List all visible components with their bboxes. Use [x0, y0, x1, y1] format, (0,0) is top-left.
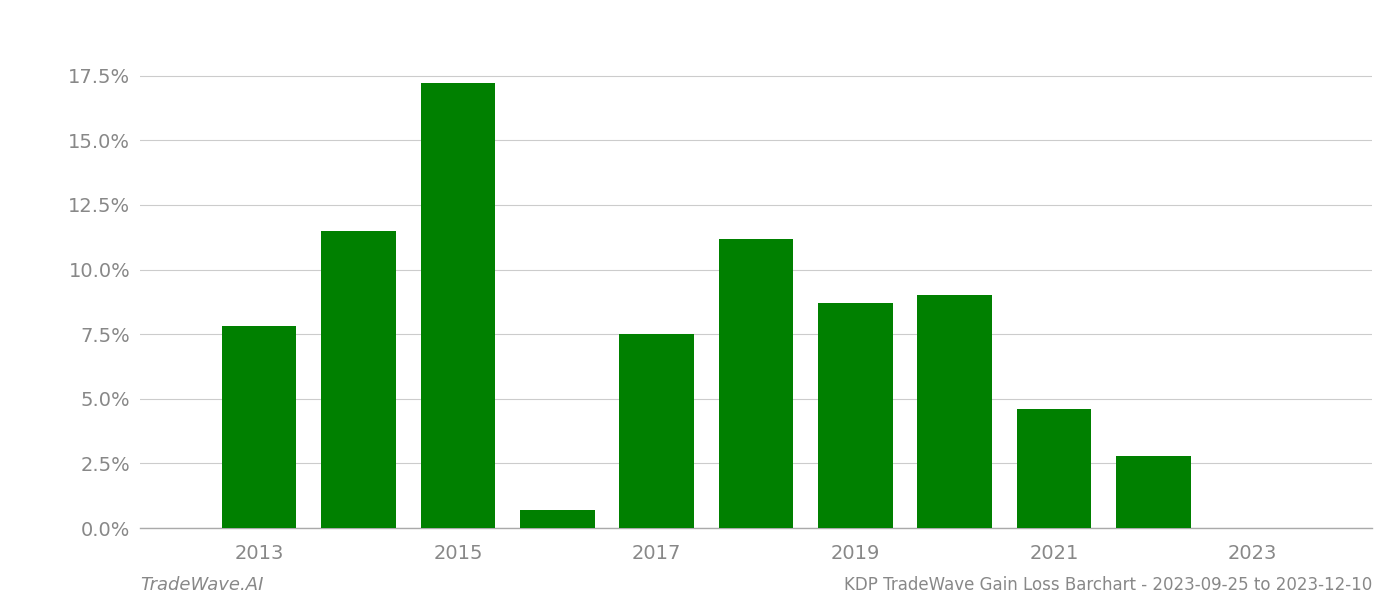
- Bar: [818, 303, 893, 528]
- Bar: [519, 510, 595, 528]
- Bar: [420, 83, 496, 528]
- Bar: [619, 334, 694, 528]
- Text: TradeWave.AI: TradeWave.AI: [140, 576, 263, 594]
- Text: KDP TradeWave Gain Loss Barchart - 2023-09-25 to 2023-12-10: KDP TradeWave Gain Loss Barchart - 2023-…: [844, 576, 1372, 594]
- Bar: [223, 326, 297, 528]
- Bar: [718, 239, 794, 528]
- Bar: [1016, 409, 1092, 528]
- Bar: [917, 295, 993, 528]
- Bar: [1116, 455, 1190, 528]
- Bar: [322, 231, 396, 528]
